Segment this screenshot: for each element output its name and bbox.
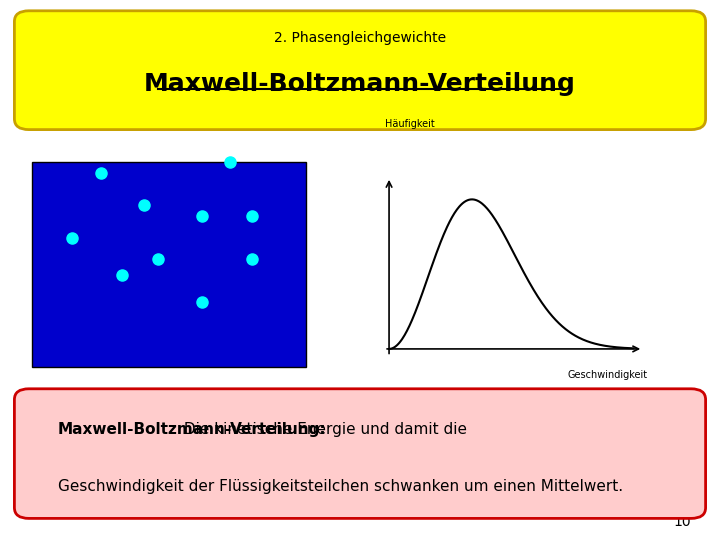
Text: Maxwell-Boltzmann-Verteilung: Maxwell-Boltzmann-Verteilung [144, 72, 576, 96]
Text: 2. Phasengleichgewichte: 2. Phasengleichgewichte [274, 31, 446, 45]
Text: Maxwell-Boltzmann-Verteilung:: Maxwell-Boltzmann-Verteilung: [58, 422, 326, 437]
Bar [32, 162, 306, 367]
Text: Geschwindigkeit der Flüssigkeitsteilchen schwanken um einen Mittelwert.: Geschwindigkeit der Flüssigkeitsteilchen… [58, 478, 623, 494]
Text: 10: 10 [674, 515, 691, 529]
FancyBboxPatch shape [14, 11, 706, 130]
Text: Die kinetische Energie und damit die: Die kinetische Energie und damit die [179, 422, 467, 437]
FancyBboxPatch shape [14, 389, 706, 518]
Text: Häufigkeit: Häufigkeit [385, 119, 435, 129]
Text: Geschwindigkeit: Geschwindigkeit [568, 370, 648, 380]
